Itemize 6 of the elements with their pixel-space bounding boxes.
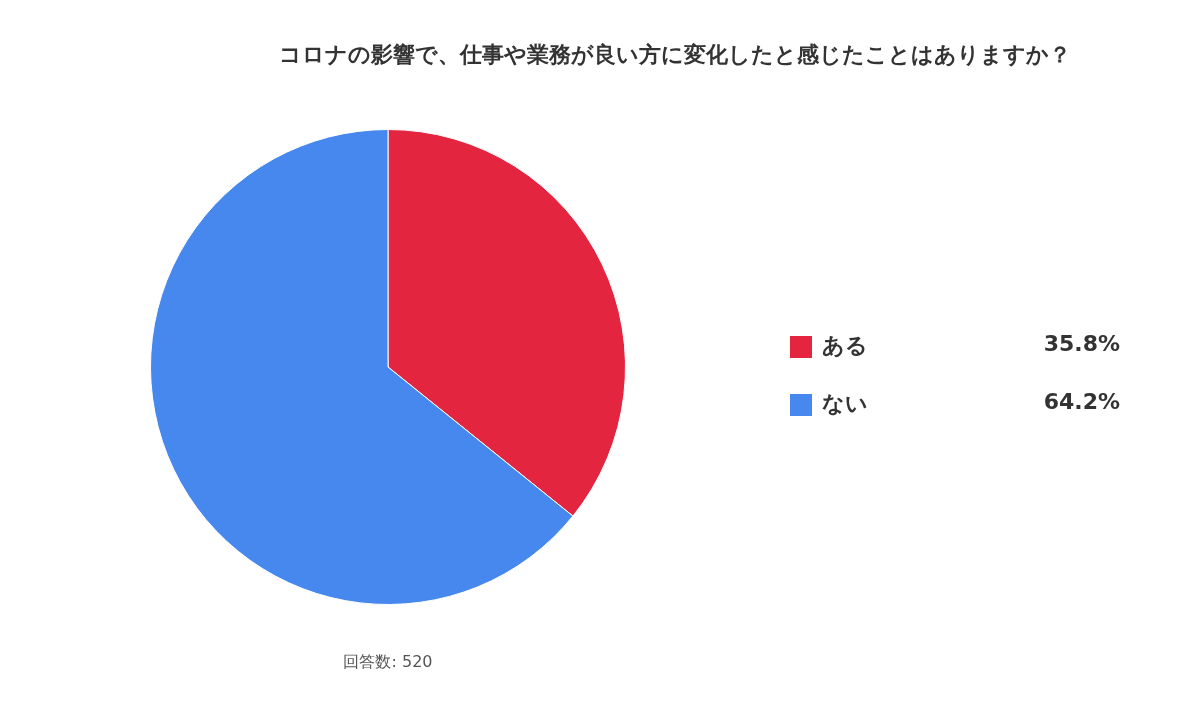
chart-title: コロナの影響で、仕事や業務が良い方に変化したと感じたことはありますか？ — [278, 41, 1072, 69]
data-label: 35.8% — [1043, 331, 1120, 356]
text: 回答数: 520 — [342, 652, 434, 673]
data-label: 64.2% — [1043, 389, 1120, 414]
legend-label: ある — [822, 332, 868, 360]
legend-label: ない — [822, 390, 868, 418]
